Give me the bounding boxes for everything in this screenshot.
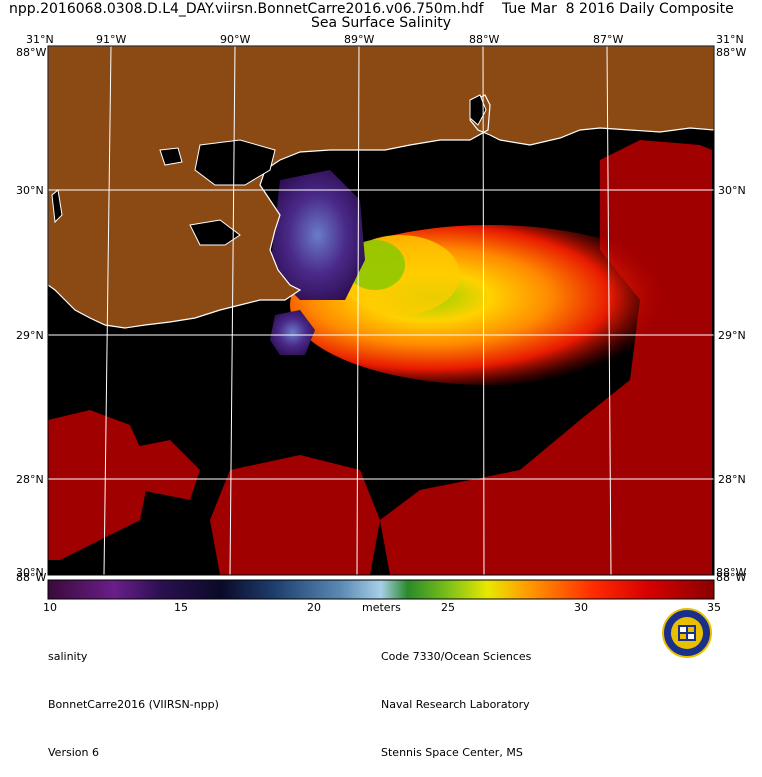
corner-top-left-lat: 31°N [26,33,54,46]
lat-label-29n-right: 29°N [718,329,746,342]
lat-label-30n-left: 30°N [16,184,44,197]
map-frame [47,45,715,576]
lat-label-28n-right: 28°N [718,473,746,486]
corner-bottom-right-lon: 88°W [716,571,746,584]
colorbar-tick-35: 35 [707,601,721,614]
colorbar [47,579,715,600]
product-title: Sea Surface Salinity [310,15,452,31]
colorbar-tick-10: 10 [43,601,57,614]
corner-top-left-lon: 88°W [16,46,46,59]
colorbar-tick-15: 15 [174,601,188,614]
footer-variable: salinity [48,650,88,663]
lon-label-87w: 87°W [593,33,623,46]
lakes [51,94,487,246]
footer-lab: Naval Research Laboratory [381,698,530,711]
footer-location: Stennis Space Center, MS [381,746,523,759]
colorbar-unit: meters [362,601,401,614]
fresh-water-region [270,170,365,300]
footer-left: salinity BonnetCarre2016 (VIIRSN-npp) Ve… [48,617,219,777]
lon-label-88w: 88°W [469,33,499,46]
land-mass [47,45,715,329]
lat-label-30n-right: 30°N [718,184,746,197]
colorbar-tick-25: 25 [441,601,455,614]
colorbar-tick-20: 20 [307,601,321,614]
lat-label-29n-left: 29°N [16,329,44,342]
footer-dataset: BonnetCarre2016 (VIIRSN-npp) [48,698,219,711]
top-lon-labels: 91°W 90°W 89°W 88°W 87°W [96,33,623,46]
file-name-title: npp.2016068.0308.D.L4_DAY.viirsn.BonnetC… [9,1,484,17]
footer-right: Code 7330/Ocean Sciences Naval Research … [381,617,531,777]
footer-code: Code 7330/Ocean Sciences [381,650,532,663]
right-lat-labels: 30°N 29°N 28°N [718,184,746,486]
lon-label-91w: 91°W [96,33,126,46]
date-title: Tue Mar 8 2016 Daily Composite [502,1,734,17]
colorbar-tick-30: 30 [574,601,588,614]
footer-version: Version 6 [48,746,99,759]
corner-bottom-left-lon: 88°W [16,571,46,584]
lon-label-89w: 89°W [344,33,374,46]
lon-label-90w: 90°W [220,33,250,46]
salinity-map: 91°W 90°W 89°W 88°W 87°W 31°N 88°W 31°N … [16,33,746,600]
lat-label-28n-left: 28°N [16,473,44,486]
left-lat-labels: 30°N 29°N 28°N [16,184,44,486]
graticule [48,45,714,576]
corner-top-right-lat: 31°N [716,33,744,46]
corner-bottom-left-lat: 30°N [16,566,44,579]
nrl-seal-icon [662,608,712,658]
corner-bottom-right-lat: 88°W [716,566,746,579]
corner-top-right-lon: 88°W [716,46,746,59]
